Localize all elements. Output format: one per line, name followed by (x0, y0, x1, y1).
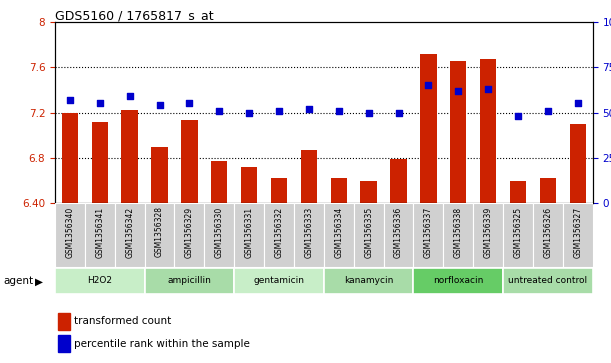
Bar (85, 203, 115, 267)
Bar (354, 203, 384, 267)
Text: GSM1356334: GSM1356334 (334, 207, 343, 258)
Bar (145, 268, 234, 294)
Text: GSM1356339: GSM1356339 (484, 207, 492, 258)
Bar (503, 203, 533, 267)
Point (304, 106, 314, 112)
Point (65, 97, 75, 103)
Point (244, 110, 254, 115)
Text: GSM1356335: GSM1356335 (364, 207, 373, 258)
Text: GSM1356327: GSM1356327 (573, 207, 582, 258)
Text: GSM1356325: GSM1356325 (513, 207, 522, 258)
Point (483, 86, 493, 92)
Bar (510, 181, 526, 203)
Bar (360, 181, 377, 203)
Point (453, 88, 463, 94)
Bar (241, 167, 257, 203)
Point (125, 93, 134, 99)
Bar (503, 268, 593, 294)
Point (364, 110, 373, 115)
Point (393, 110, 403, 115)
Text: GSM1356330: GSM1356330 (215, 207, 224, 258)
Bar (115, 203, 145, 267)
Text: GSM1356333: GSM1356333 (304, 207, 313, 258)
Bar (420, 54, 437, 203)
Point (513, 113, 523, 119)
Bar (234, 268, 324, 294)
Text: GSM1356329: GSM1356329 (185, 207, 194, 258)
Point (185, 101, 194, 106)
Bar (444, 203, 473, 267)
Point (573, 101, 583, 106)
Bar (324, 268, 414, 294)
Text: GSM1356342: GSM1356342 (125, 207, 134, 258)
Text: GSM1356338: GSM1356338 (454, 207, 463, 258)
Bar (533, 203, 563, 267)
Text: kanamycin: kanamycin (344, 276, 393, 285)
Bar (540, 178, 556, 203)
Text: ▶: ▶ (35, 276, 43, 286)
Bar (301, 150, 317, 203)
Bar (264, 203, 294, 267)
Text: GSM1356331: GSM1356331 (244, 207, 254, 258)
Point (155, 102, 164, 108)
Bar (563, 203, 593, 267)
Point (423, 82, 433, 88)
Bar (414, 203, 444, 267)
Bar (480, 59, 496, 203)
Bar (204, 203, 234, 267)
Text: GSM1356336: GSM1356336 (394, 207, 403, 258)
Bar (55, 268, 145, 294)
Text: norfloxacin: norfloxacin (433, 276, 483, 285)
Point (214, 108, 224, 114)
Text: agent: agent (3, 276, 33, 286)
Text: GSM1356340: GSM1356340 (65, 207, 75, 258)
Bar (57, 335, 70, 352)
Bar (271, 178, 287, 203)
Bar (55, 203, 85, 267)
Text: H2O2: H2O2 (87, 276, 112, 285)
Bar (473, 203, 503, 267)
Bar (62, 113, 78, 203)
Text: GDS5160 / 1765817_s_at: GDS5160 / 1765817_s_at (55, 9, 214, 22)
Bar (450, 61, 466, 203)
Bar (92, 122, 108, 203)
Point (95, 101, 104, 106)
Text: untreated control: untreated control (508, 276, 587, 285)
Text: GSM1356326: GSM1356326 (543, 207, 552, 258)
Text: transformed count: transformed count (74, 316, 171, 326)
Text: GSM1356328: GSM1356328 (155, 207, 164, 257)
Text: GSM1356341: GSM1356341 (95, 207, 104, 258)
Bar (152, 147, 168, 203)
Bar (211, 161, 227, 203)
Text: GSM1356332: GSM1356332 (274, 207, 284, 258)
Text: ampicillin: ampicillin (167, 276, 211, 285)
Text: GSM1356337: GSM1356337 (424, 207, 433, 258)
Bar (145, 203, 175, 267)
Bar (390, 159, 407, 203)
Point (334, 108, 343, 114)
Point (543, 108, 553, 114)
Text: percentile rank within the sample: percentile rank within the sample (74, 339, 250, 349)
Bar (384, 203, 414, 267)
Bar (294, 203, 324, 267)
Bar (122, 110, 138, 203)
Bar (324, 203, 354, 267)
Bar (234, 203, 264, 267)
Bar (331, 178, 347, 203)
Bar (57, 313, 70, 330)
Text: gentamicin: gentamicin (254, 276, 304, 285)
Bar (181, 121, 197, 203)
Bar (175, 203, 204, 267)
Bar (414, 268, 503, 294)
Bar (569, 124, 586, 203)
Point (274, 108, 284, 114)
